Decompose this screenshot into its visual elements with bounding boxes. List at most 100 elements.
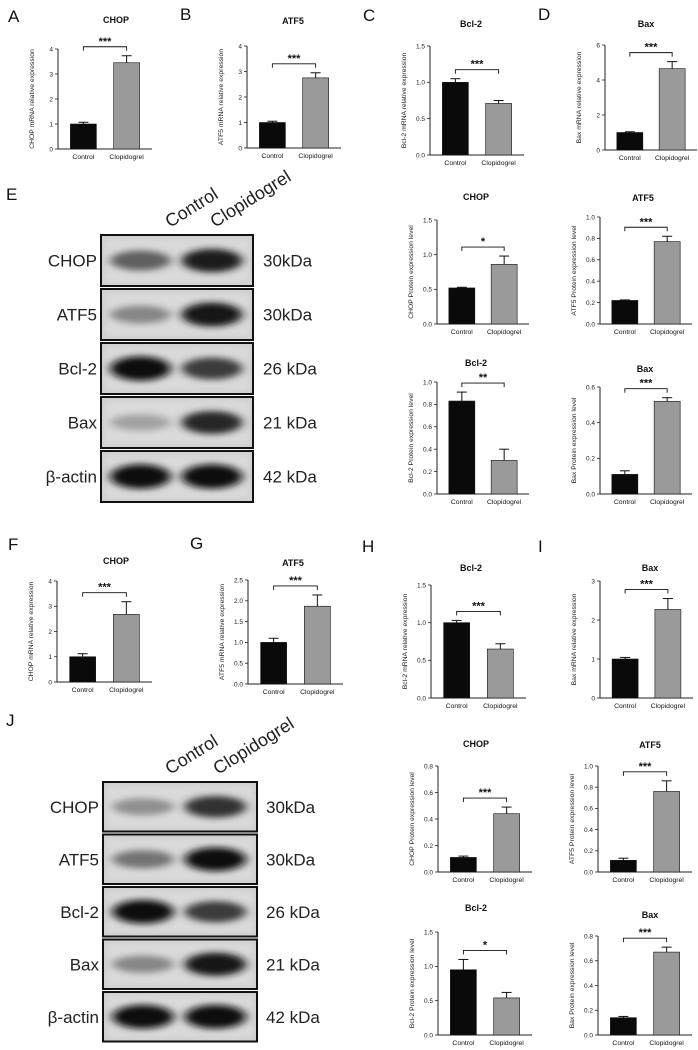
- y-axis-label: Bcl-2 mRNA relative expression: [402, 594, 409, 690]
- y-tick-label: 0.4: [586, 420, 595, 427]
- blot-band: [112, 798, 174, 816]
- bar-clopidogrel: [113, 614, 140, 683]
- y-axis-label: CHOP mRNA relative expression: [29, 49, 36, 149]
- y-tick-label: 0.6: [424, 790, 433, 797]
- blot-border: [102, 781, 258, 833]
- blot-row--actin: β-actin 42 kDa: [46, 450, 317, 503]
- y-axis-label: Bcl-2 mRNA relative expression: [401, 53, 408, 149]
- y-tick-label: 3: [48, 604, 52, 611]
- y-tick-label: 0.8: [586, 236, 595, 243]
- bar-clopidogrel: [653, 791, 680, 873]
- y-tick-label: 0.2: [586, 456, 595, 463]
- blot-border: [100, 234, 254, 287]
- chart-title: Bcl-2: [465, 903, 487, 913]
- y-axis-label: Bax Protein expression level: [569, 942, 576, 1028]
- y-tick-label: 0.0: [234, 681, 243, 688]
- protein-label: ATF5: [59, 850, 99, 869]
- y-tick-label: 0.8: [424, 763, 433, 770]
- bar-control: [448, 287, 476, 325]
- bar-control: [450, 857, 477, 873]
- blot-border: [102, 938, 258, 990]
- bar-clopidogrel: [493, 813, 520, 873]
- y-tick-label: 0.6: [584, 958, 593, 965]
- category-label: Clopidogrel: [300, 689, 335, 696]
- chart-title: CHOP: [463, 739, 489, 749]
- blot-row-chop: CHOP 30kDa: [48, 234, 313, 287]
- category-label: Control: [446, 703, 468, 710]
- significance-label: ***: [472, 600, 486, 612]
- chart-title: Bax: [642, 910, 659, 920]
- panel-letter: J: [6, 711, 15, 730]
- y-tick-label: 0.0: [586, 491, 595, 498]
- bar-clopidogrel: [490, 264, 518, 325]
- chart-j3: Bcl-2 0.0 0.5 1.0 1.5 Bcl-2 Protein expressio…: [409, 903, 532, 1047]
- chart-e1: CHOP 0.0 0.5 1.0 1.5 CHOP Protein expression …: [408, 192, 529, 336]
- chart-c: C Bcl-2 0.0 0.5 1.0 1.5 Bcl-2 mRNA relative ex…: [363, 6, 524, 167]
- significance-bracket: [82, 46, 128, 51]
- significance-bracket: [454, 69, 500, 74]
- bar-clopidogrel: [653, 951, 680, 1036]
- significance-label: ***: [479, 787, 493, 799]
- significance-label: **: [479, 372, 488, 384]
- significance-bracket: [82, 592, 127, 597]
- y-tick-label: 0.0: [584, 1032, 593, 1039]
- bar-control: [610, 1017, 637, 1036]
- blot-border: [100, 342, 254, 395]
- chart-d: D Bax 0 2 4 6 Bax mRNA relative expression Cont…: [538, 5, 697, 162]
- significance-label: ***: [645, 42, 659, 54]
- y-tick-label: 6: [596, 42, 600, 49]
- y-axis-label: ATF5 Protein expression level: [571, 225, 578, 316]
- chart-title: ATF5: [639, 740, 661, 750]
- y-tick-label: 1.0: [417, 620, 426, 627]
- y-tick-label: 2.0: [234, 598, 243, 605]
- blot-band: [112, 850, 174, 869]
- y-tick-label: 2: [238, 94, 242, 101]
- blot-band: [184, 952, 247, 976]
- category-label: Control: [614, 703, 636, 710]
- y-tick-label: 1.0: [423, 379, 432, 386]
- blot-row-bcl-2: Bcl-2 26 kDa: [58, 342, 317, 395]
- significance-bracket: [461, 382, 505, 388]
- category-label: Clopidogrel: [649, 1040, 684, 1047]
- y-tick-label: 0.2: [424, 843, 433, 850]
- significance-label: ***: [98, 582, 112, 594]
- protein-label: Bcl-2: [58, 360, 97, 379]
- y-tick-label: 0.5: [423, 287, 432, 294]
- category-label: Control: [452, 877, 474, 884]
- protein-label: CHOP: [48, 252, 97, 271]
- blot-border: [100, 450, 254, 503]
- y-tick-label: 0: [591, 695, 595, 702]
- bar-clopidogrel: [302, 77, 329, 149]
- chart-title: CHOP: [103, 15, 129, 25]
- molecular-weight-label: 21 kDa: [263, 414, 317, 433]
- blot-band: [184, 1004, 247, 1029]
- y-tick-label: 1.0: [234, 640, 243, 647]
- category-label: Clopidogrel: [650, 329, 685, 336]
- chart-j2: ATF5 0.0 0.2 0.4 0.6 0.8 1.0 ATF5 Protein expre…: [569, 740, 692, 884]
- y-tick-label: 2: [591, 617, 595, 624]
- bar-clopidogrel: [654, 609, 682, 699]
- blot-band: [184, 901, 247, 923]
- chart-title: ATF5: [282, 558, 304, 568]
- blot-border: [102, 886, 258, 938]
- significance-bracket: [271, 63, 317, 68]
- blot-band: [181, 464, 243, 489]
- blot-band: [112, 955, 174, 973]
- y-tick-label: 0.2: [586, 300, 595, 307]
- blot-row-atf5: ATF5 30kDa: [59, 833, 316, 885]
- category-label: Control: [614, 329, 636, 336]
- category-label: Control: [444, 160, 466, 167]
- bar-clopidogrel: [485, 103, 512, 156]
- panel-letter: G: [190, 534, 203, 553]
- category-label: Control: [612, 877, 634, 884]
- bar-control: [442, 82, 469, 156]
- bar-clopidogrel: [653, 241, 681, 325]
- protein-label: CHOP: [50, 798, 99, 817]
- significance-bracket: [624, 226, 668, 232]
- category-label: Clopidogrel: [649, 877, 684, 884]
- y-tick-label: 1.5: [234, 619, 243, 626]
- y-axis-label: CHOP Protein expression level: [409, 772, 416, 866]
- category-label: Control: [612, 1040, 634, 1047]
